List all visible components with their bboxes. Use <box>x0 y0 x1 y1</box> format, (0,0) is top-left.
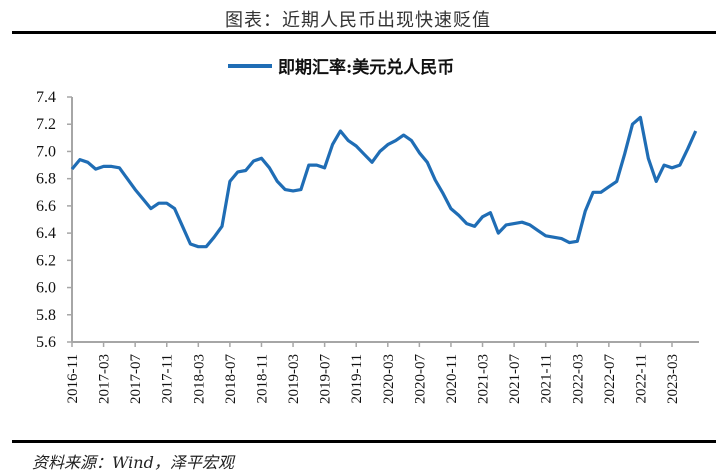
x-tick-label: 2021-11 <box>539 354 555 403</box>
x-tick-label: 2019-03 <box>286 354 302 404</box>
legend: 即期汇率:美元兑人民币 <box>228 57 454 78</box>
x-tick-label: 2022-07 <box>602 354 618 404</box>
x-tick-label: 2021-07 <box>507 354 523 404</box>
y-tick-label: 7.4 <box>36 89 56 106</box>
y-tick-label: 6.8 <box>36 171 56 188</box>
legend-label: 即期汇率:美元兑人民币 <box>278 57 454 78</box>
x-tick-label: 2022-11 <box>633 354 649 403</box>
chart-title: 图表：近期人民币出现快速贬值 <box>225 10 491 31</box>
y-tick-label: 6.6 <box>36 198 56 215</box>
x-tick-label: 2023-03 <box>665 354 681 404</box>
top-divider <box>12 31 716 34</box>
x-tick-label: 2019-11 <box>349 354 365 403</box>
x-tick-label: 2020-11 <box>444 354 460 403</box>
x-tick-label: 2017-11 <box>160 354 176 403</box>
y-axis: 7.4 7.2 7.0 6.8 6.6 6.4 6.2 6.0 5.8 5.6 <box>36 89 73 351</box>
x-tick-label: 2019-07 <box>318 354 334 404</box>
x-axis: 2016-11 2017-03 2017-07 2017-11 2018-03 2018-… <box>65 341 699 404</box>
series-line-usdcny <box>70 115 698 249</box>
y-tick-label: 6.2 <box>36 252 56 269</box>
bottom-divider <box>12 440 716 443</box>
y-tick-label: 6.4 <box>36 225 56 242</box>
x-tick-label: 2018-07 <box>223 354 239 404</box>
x-tick-label: 2018-11 <box>254 354 270 403</box>
x-tick-label: 2016-11 <box>65 354 81 403</box>
y-tick-label: 6.0 <box>36 280 56 297</box>
x-tick-label: 2017-07 <box>128 354 144 404</box>
y-tick-label: 7.0 <box>36 143 56 160</box>
y-tick-label: 5.6 <box>36 334 56 351</box>
y-tick-label: 5.8 <box>36 307 56 324</box>
x-tick-label: 2020-03 <box>381 354 397 404</box>
source-note: 资料来源：Wind，泽平宏观 <box>32 453 234 472</box>
x-tick-label: 2018-03 <box>191 354 207 404</box>
x-tick-label: 2021-03 <box>476 354 492 404</box>
x-tick-label: 2017-03 <box>97 354 113 404</box>
x-tick-label: 2022-03 <box>570 354 586 404</box>
y-tick-label: 7.2 <box>36 116 56 133</box>
x-tick-label: 2020-07 <box>412 354 428 404</box>
